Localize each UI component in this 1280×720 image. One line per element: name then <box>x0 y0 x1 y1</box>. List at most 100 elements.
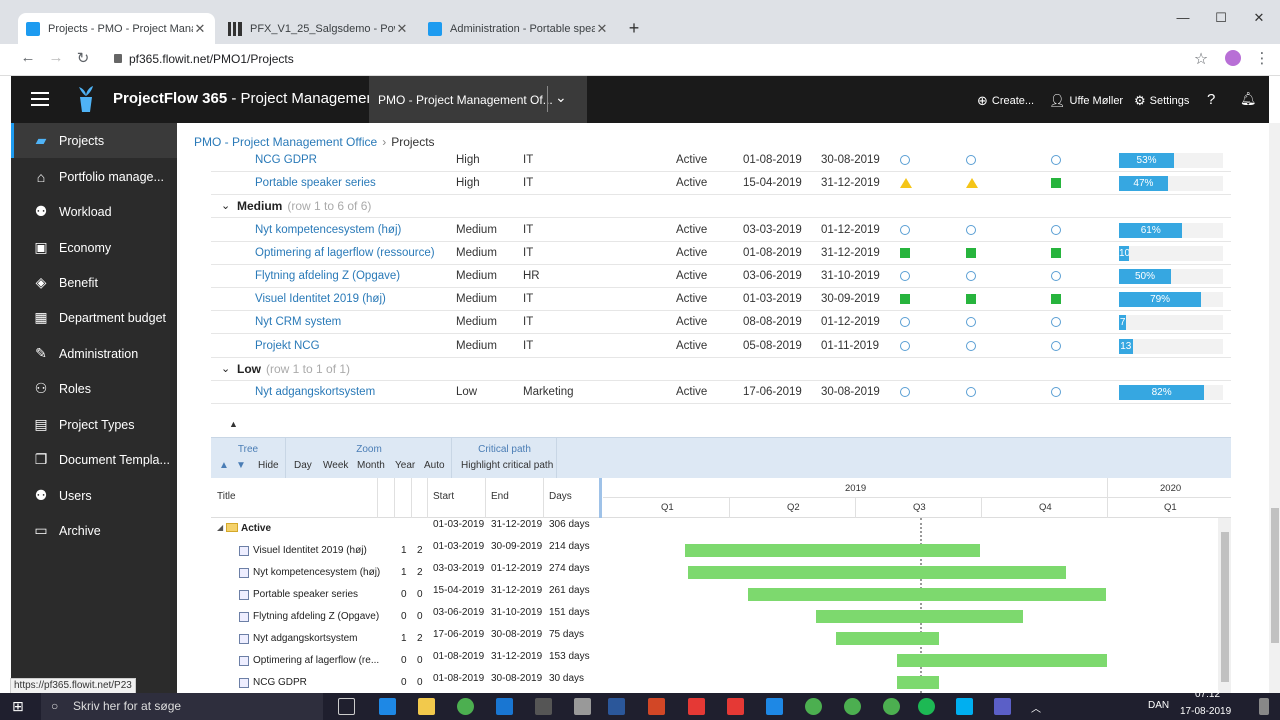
chevron-down-icon[interactable]: ⌄ <box>221 363 231 375</box>
sidebar-item-portfolio[interactable]: ⌂ Portfolio manage... <box>11 159 177 194</box>
info-circle-icon[interactable] <box>1051 317 1061 327</box>
browser-tab-projects[interactable]: Projects - PMO - Project Manage ✕ <box>18 13 215 44</box>
project-name-link[interactable]: Nyt CRM system <box>255 316 342 328</box>
info-circle-icon[interactable] <box>900 341 910 351</box>
word-icon[interactable] <box>608 698 625 715</box>
close-tab-icon[interactable]: ✕ <box>194 20 206 36</box>
browser-tab-administration[interactable]: Administration - Portable speake ✕ <box>420 13 617 44</box>
gantt-task-row[interactable]: Nyt kompetencesystem (høj) 1 2 03-03-2019 01… <box>211 562 599 584</box>
zoom-year-button[interactable]: Year <box>395 460 416 471</box>
zoom-auto-button[interactable]: Auto <box>424 460 445 471</box>
edge-icon[interactable] <box>379 698 396 715</box>
project-name-link[interactable]: NCG GDPR <box>255 154 317 166</box>
info-circle-icon[interactable] <box>966 387 976 397</box>
settings-button[interactable]: ⚙ Settings <box>1134 93 1190 108</box>
project-name-link[interactable]: Flytning afdeling Z (Opgave) <box>255 270 401 282</box>
sidebar-item-economy[interactable]: ▣ Economy <box>11 230 177 265</box>
sidebar-item-projects[interactable]: ▰ Projects <box>11 123 177 158</box>
gantt-task-row[interactable]: Visuel Identitet 2019 (høj) 1 2 01-03-2019 3… <box>211 540 599 562</box>
project-name-link[interactable]: Nyt adgangskortsystem <box>255 386 376 398</box>
info-circle-icon[interactable] <box>966 225 976 235</box>
project-name-link[interactable]: Projekt NCG <box>255 340 320 352</box>
info-circle-icon[interactable] <box>900 225 910 235</box>
gantt-scrollbar[interactable] <box>1218 518 1231 693</box>
maximize-button[interactable]: ☐ <box>1215 10 1227 25</box>
gantt-bar[interactable] <box>816 610 1023 623</box>
profile-avatar-icon[interactable] <box>1225 50 1241 66</box>
gantt-task-row[interactable]: NCG GDPR 0 0 01-08-2019 30-08-2019 30 days <box>211 672 599 694</box>
page-scrollbar[interactable] <box>1269 123 1280 693</box>
info-circle-icon[interactable] <box>1051 341 1061 351</box>
collapse-gantt-icon[interactable]: ▲ <box>229 419 238 429</box>
calculator-icon[interactable] <box>535 698 552 715</box>
tree-collapse-icon[interactable]: ▼ <box>236 460 246 471</box>
gantt-task-row[interactable]: Optimering af lagerflow (re... 0 0 01-08-20… <box>211 650 599 672</box>
tree-toggle-icon[interactable]: ◢ <box>217 523 224 532</box>
address-bar[interactable]: pf365.flowit.net/PMO1/Projects <box>129 52 294 66</box>
sidebar-item-administration[interactable]: ✎ Administration <box>11 336 177 371</box>
sidebar-item-roles[interactable]: ⚇ Roles <box>11 371 177 406</box>
powerpoint-icon[interactable] <box>648 698 665 715</box>
info-circle-icon[interactable] <box>900 387 910 397</box>
chrome-icon-3[interactable] <box>844 698 861 715</box>
bell-icon[interactable]: 🔔︎ <box>1240 91 1257 106</box>
chevron-down-icon[interactable]: ⌄ <box>221 200 231 212</box>
browser-tab-powerbi[interactable]: PFX_V1_25_Salgsdemo - Power B ✕ <box>220 13 417 44</box>
outlook-icon[interactable] <box>496 698 513 715</box>
reload-icon[interactable]: ↻ <box>76 50 90 67</box>
create-button[interactable]: ⊕ Create... <box>977 93 1035 108</box>
gantt-bar[interactable] <box>685 544 980 557</box>
zoom-month-button[interactable]: Month <box>357 460 385 471</box>
info-circle-icon[interactable] <box>1051 387 1061 397</box>
app-s-blue-icon[interactable] <box>766 698 783 715</box>
gantt-task-row[interactable]: Flytning afdeling Z (Opgave) 0 0 03-06-2019… <box>211 606 599 628</box>
task-view-icon[interactable] <box>338 698 355 715</box>
bookmark-star-icon[interactable]: ☆ <box>1193 51 1209 68</box>
gantt-bar[interactable] <box>748 588 1106 601</box>
workspace-selector[interactable]: PMO - Project Management Of... ⌄ <box>369 76 587 123</box>
gantt-bar[interactable] <box>897 654 1107 667</box>
info-circle-icon[interactable] <box>966 317 976 327</box>
tree-expand-icon[interactable]: ▲ <box>219 460 229 471</box>
browser-menu-icon[interactable]: ⋮ <box>1254 50 1270 67</box>
minimize-button[interactable]: — <box>1176 10 1190 25</box>
gantt-bar[interactable] <box>836 632 939 645</box>
spotify-icon[interactable] <box>918 698 935 715</box>
back-icon[interactable]: ← <box>20 49 36 66</box>
info-circle-icon[interactable] <box>900 271 910 281</box>
chrome-icon-4[interactable] <box>883 698 900 715</box>
highlight-critical-path-button[interactable]: Highlight critical path <box>461 460 554 471</box>
windows-start-icon[interactable]: ⊞ <box>12 698 24 714</box>
gantt-task-row[interactable]: Nyt adgangskortsystem 1 2 17-06-2019 30-08-2… <box>211 628 599 650</box>
office-icon[interactable] <box>688 698 705 715</box>
forward-icon[interactable]: → <box>48 49 64 66</box>
breadcrumb-parent-link[interactable]: PMO - Project Management Office <box>194 135 378 149</box>
close-tab-icon[interactable]: ✕ <box>396 20 408 36</box>
sidebar-item-archive[interactable]: ▭ Archive <box>11 513 177 548</box>
zoom-week-button[interactable]: Week <box>323 460 349 471</box>
chrome-icon-2[interactable] <box>805 698 822 715</box>
gantt-task-row[interactable]: Portable speaker series 0 0 15-04-2019 31-12… <box>211 584 599 606</box>
info-circle-icon[interactable] <box>966 155 976 165</box>
clock-date[interactable]: 17-08-2019 <box>1180 706 1232 717</box>
group-row[interactable]: ⌄ Low (row 1 to 1 of 1) <box>211 358 1231 381</box>
project-name-link[interactable]: Optimering af lagerflow (ressource) <box>255 247 435 259</box>
new-tab-button[interactable]: + <box>628 18 640 38</box>
gantt-bar[interactable] <box>897 676 939 689</box>
info-circle-icon[interactable] <box>1051 225 1061 235</box>
app-icon[interactable] <box>574 698 591 715</box>
app-s-red-icon[interactable] <box>727 698 744 715</box>
close-tab-icon[interactable]: ✕ <box>596 20 608 36</box>
sidebar-item-document-templates[interactable]: ❐ Document Templa... <box>11 442 177 477</box>
sidebar-item-department-budget[interactable]: ▦ Department budget <box>11 300 177 335</box>
info-circle-icon[interactable] <box>900 155 910 165</box>
sidebar-item-project-types[interactable]: ▤ Project Types <box>11 407 177 442</box>
user-menu[interactable]: 👤︎ Uffe Møller <box>1049 93 1124 108</box>
clock-time[interactable]: 07:12 <box>1195 689 1221 700</box>
notification-icon[interactable] <box>1259 698 1269 715</box>
gantt-bar[interactable] <box>688 566 1066 579</box>
sidebar-item-workload[interactable]: ⚉ Workload <box>11 194 177 229</box>
project-name-link[interactable]: Nyt kompetencesystem (høj) <box>255 224 402 236</box>
info-circle-icon[interactable] <box>1051 155 1061 165</box>
project-name-link[interactable]: Visuel Identitet 2019 (høj) <box>255 293 386 305</box>
